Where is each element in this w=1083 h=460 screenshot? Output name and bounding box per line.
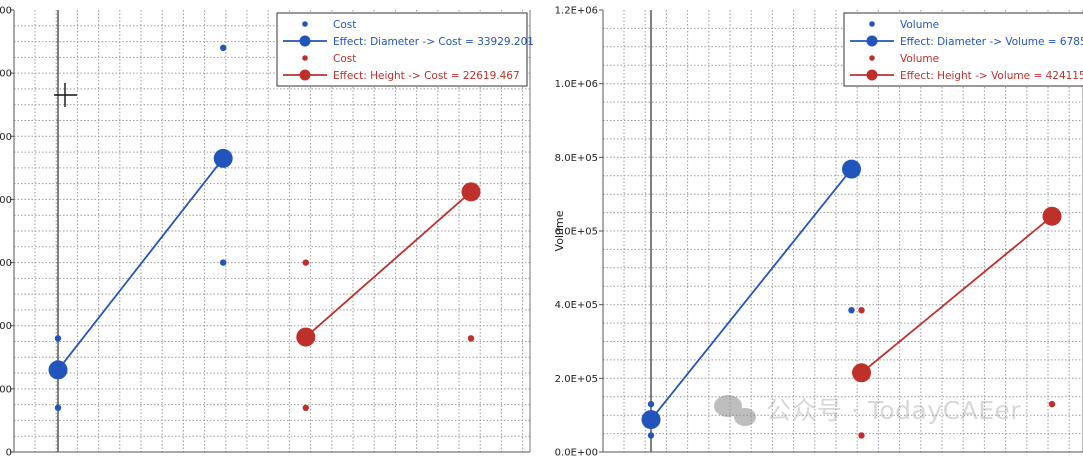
data-point bbox=[647, 400, 655, 408]
y-tick-label: 000 bbox=[0, 6, 12, 17]
data-point bbox=[54, 335, 62, 342]
effect-point bbox=[641, 410, 661, 430]
legend-entry: Volume bbox=[900, 53, 939, 65]
legend-marker-small bbox=[302, 55, 308, 61]
y-tick-label: 000 bbox=[0, 384, 12, 395]
series-group bbox=[48, 44, 481, 411]
effect-point bbox=[213, 148, 233, 168]
legend-entry: Volume bbox=[900, 19, 939, 31]
chart-cost: 0000000000000000000000CostEffect: Diamet… bbox=[0, 6, 534, 459]
legend-marker-large bbox=[299, 69, 311, 81]
y-tick-label: 0 bbox=[6, 448, 12, 459]
y-tick-label: 000 bbox=[0, 321, 12, 332]
data-point bbox=[220, 259, 227, 266]
legend-marker-large bbox=[866, 69, 878, 81]
y-axis-label: Volume bbox=[553, 210, 566, 251]
chart-volume: 0.0E+00 2.0E+05 4.0E+05 6.0E+05 8.0E+05 1.0E+… bbox=[553, 6, 1083, 459]
legend-box bbox=[843, 12, 1083, 87]
y-tick-label: 1.2E+06 bbox=[555, 6, 598, 17]
legend-box bbox=[276, 12, 528, 87]
watermark: 公众号 · TodayCAEer bbox=[714, 395, 1021, 426]
y-tick-label: 0.0E+00 bbox=[555, 448, 598, 459]
crosshair-cursor bbox=[54, 83, 77, 107]
legend-entry: Cost bbox=[333, 53, 356, 65]
y-tick-label: 000 bbox=[0, 258, 12, 269]
overlay: 公众号 · TodayCAEer bbox=[54, 83, 1021, 426]
legend-entry: Effect: Height -> Volume = 424115.0 bbox=[900, 70, 1083, 82]
y-tick-label: 4.0E+05 bbox=[555, 300, 598, 311]
watermark-logo bbox=[714, 395, 756, 426]
effect-line bbox=[57, 157, 224, 371]
legend-marker-small bbox=[869, 21, 875, 27]
effect-line bbox=[860, 215, 1053, 374]
effect-point bbox=[48, 360, 68, 380]
data-point bbox=[302, 259, 309, 266]
effect-line bbox=[305, 191, 472, 338]
y-tick-label: 1.0E+06 bbox=[555, 79, 598, 90]
data-point bbox=[302, 404, 309, 411]
legend-entry: Effect: Diameter -> Cost = 33929.201 bbox=[333, 36, 534, 48]
effect-point bbox=[1042, 206, 1062, 226]
effect-line bbox=[650, 168, 853, 421]
legend-marker-large bbox=[299, 35, 311, 47]
watermark-logo-bubble-small bbox=[734, 408, 756, 426]
series-group bbox=[641, 25, 1062, 439]
legend: Cost Effect: Diameter -> Cost = 33929.201… bbox=[276, 12, 534, 87]
y-tick-label: 000 bbox=[0, 132, 12, 143]
effect-point bbox=[296, 327, 316, 347]
data-point bbox=[848, 306, 855, 314]
legend-entry: Effect: Height -> Cost = 22619.467 bbox=[333, 70, 520, 82]
y-tick-label: 2.0E+05 bbox=[555, 374, 598, 385]
data-point bbox=[54, 404, 62, 411]
effect-point bbox=[461, 182, 481, 202]
data-point bbox=[858, 306, 865, 314]
watermark-text: 公众号 · TodayCAEer bbox=[766, 396, 1021, 425]
data-point bbox=[647, 432, 655, 439]
watermark-logo-bubble bbox=[714, 395, 742, 417]
legend-marker-small bbox=[869, 55, 875, 61]
legend-entry: Effect: Diameter -> Volume = 678584 bbox=[900, 36, 1083, 48]
legend: Volume Effect: Diameter -> Volume = 67858… bbox=[843, 12, 1083, 87]
y-tick-label: 8.0E+05 bbox=[555, 153, 598, 164]
legend-marker-small bbox=[302, 21, 308, 27]
effect-point bbox=[852, 363, 872, 383]
grid bbox=[14, 10, 530, 452]
data-point bbox=[220, 44, 227, 52]
y-tick-label: 6.0E+05 bbox=[555, 227, 598, 238]
legend-marker-large bbox=[866, 35, 878, 47]
y-tick-label: 000 bbox=[0, 69, 12, 80]
legend-entry: Cost bbox=[333, 19, 356, 31]
data-point bbox=[1048, 400, 1056, 408]
data-point bbox=[858, 432, 865, 439]
data-point bbox=[467, 335, 475, 342]
y-tick-label: 000 bbox=[0, 195, 12, 206]
effect-point bbox=[842, 159, 861, 179]
